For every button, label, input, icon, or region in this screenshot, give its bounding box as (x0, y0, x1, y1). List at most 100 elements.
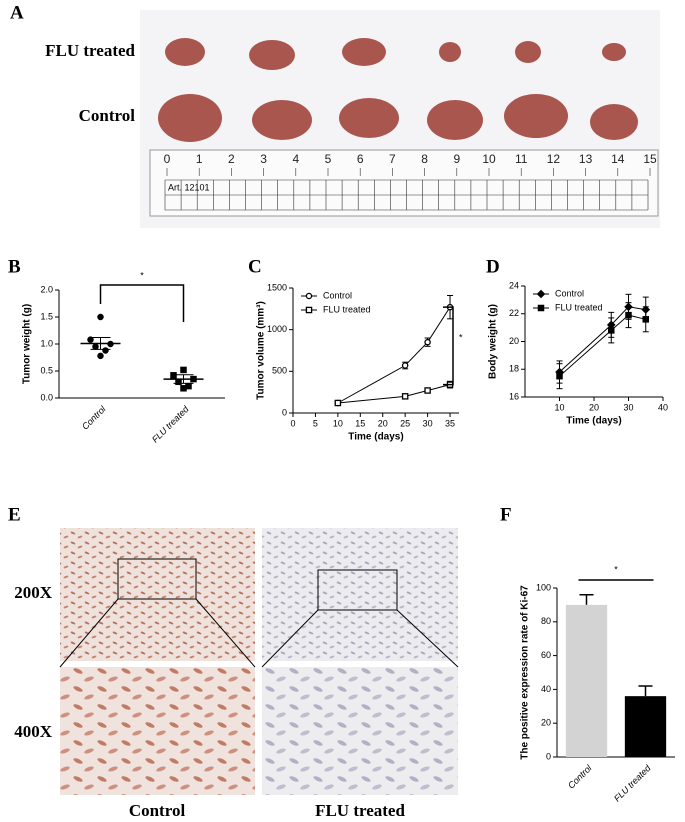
row-label: FLU treated (45, 41, 135, 60)
marker (642, 316, 650, 323)
x-tick-label: 20 (589, 402, 599, 412)
ruler-label: 7 (389, 152, 396, 166)
significance: * (140, 270, 144, 280)
marker (401, 393, 409, 400)
x-axis-title: Time (days) (566, 416, 621, 427)
ruler-label: 6 (357, 152, 364, 166)
marker (537, 304, 545, 312)
ruler-label: 11 (515, 152, 528, 166)
y-tick-label: 18 (509, 364, 519, 374)
y-tick-label: 1.0 (40, 338, 53, 348)
x-tick-label: FLU treated (150, 403, 191, 444)
marker (625, 311, 632, 319)
significance-bracket (99, 284, 185, 322)
series-line (559, 314, 646, 377)
marker (608, 327, 615, 334)
panel-label: D (486, 256, 500, 277)
x-tick-label: 15 (355, 418, 365, 428)
bar (565, 604, 608, 757)
marker (180, 385, 187, 392)
marker (92, 343, 99, 350)
series-line (337, 306, 451, 404)
legend-label: Control (555, 288, 584, 298)
series-line (559, 306, 646, 373)
y-tick-label: 60 (541, 650, 551, 660)
ruler-label: 5 (325, 152, 332, 166)
zoom-line (396, 609, 459, 668)
magnification: 400X (14, 722, 53, 741)
marker (424, 387, 431, 394)
panel-label: E (8, 504, 21, 525)
ruler-label: 4 (292, 152, 299, 166)
tumors (158, 38, 638, 142)
x-tick-label: 5 (313, 418, 318, 428)
image (262, 667, 458, 795)
ruler-label: 13 (579, 152, 593, 166)
ruler-label: 0 (164, 152, 171, 166)
zoom-line (195, 598, 256, 668)
x-tick-label: Control (566, 762, 594, 790)
x-tick-label: 30 (623, 402, 633, 412)
zoom-line (59, 598, 119, 668)
y-tick-label: 0.5 (40, 365, 53, 375)
y-axis-title: Tumor volume (mm³) (256, 301, 267, 400)
ruler-label: 9 (453, 152, 460, 166)
y-tick-label: 0.0 (40, 392, 53, 402)
panel-label: B (8, 256, 21, 277)
marker (401, 362, 409, 369)
y-tick-label: 22 (509, 308, 519, 318)
marker (180, 366, 187, 374)
y-tick-label: 1000 (267, 324, 287, 334)
significance: * (459, 332, 463, 342)
panel-label: C (248, 256, 262, 277)
image (60, 528, 255, 661)
y-tick-label: 2.0 (40, 284, 53, 294)
y-tick-label: 0 (546, 751, 551, 761)
ruler (149, 149, 659, 217)
x-tick-label: 25 (400, 418, 410, 428)
group-label: Control (129, 801, 186, 820)
significance: * (614, 564, 618, 574)
ruler-grid (164, 168, 651, 211)
ruler-label: 12 (547, 152, 561, 166)
zoom-box (117, 558, 197, 600)
y-tick-label: 20 (541, 718, 551, 728)
marker (424, 338, 431, 346)
marker (97, 313, 104, 321)
marker (334, 399, 342, 407)
y-tick-label: 1.5 (40, 311, 53, 321)
marker (97, 352, 104, 360)
y-tick-label: 0 (282, 407, 287, 417)
x-tick-label: 40 (658, 402, 668, 412)
group-label: FLU treated (315, 801, 405, 820)
marker (536, 289, 546, 299)
ruler-label: 1 (196, 152, 203, 166)
ruler-label: 3 (260, 152, 267, 166)
zoom-line (261, 609, 319, 668)
y-tick-label: 100 (536, 582, 551, 592)
zoom-box (317, 569, 398, 611)
marker (102, 347, 109, 354)
y-axis-title: Tumor weight (g) (22, 304, 33, 384)
panel-label: A (10, 2, 24, 23)
bar (624, 696, 667, 757)
ruler-label: 10 (482, 152, 496, 166)
x-tick-label: 10 (333, 418, 343, 428)
y-tick-label: 500 (272, 366, 287, 376)
magnification: 200X (14, 583, 53, 602)
x-axis-title: Time (days) (348, 432, 403, 443)
legend-label: FLU treated (323, 304, 371, 314)
y-tick-label: 20 (509, 336, 519, 346)
marker (170, 372, 177, 379)
legend-label: FLU treated (555, 302, 603, 312)
y-tick-label: 24 (509, 280, 519, 290)
y-axis-title: The positive expression rate of Ki-67 (520, 585, 531, 760)
marker (305, 306, 313, 314)
legend-label: Control (323, 290, 352, 300)
ruler-label: 2 (228, 152, 235, 166)
marker (556, 372, 563, 380)
x-tick-label: Control (80, 403, 108, 431)
significance-bracket (443, 306, 454, 386)
x-tick-label: 0 (290, 418, 295, 428)
